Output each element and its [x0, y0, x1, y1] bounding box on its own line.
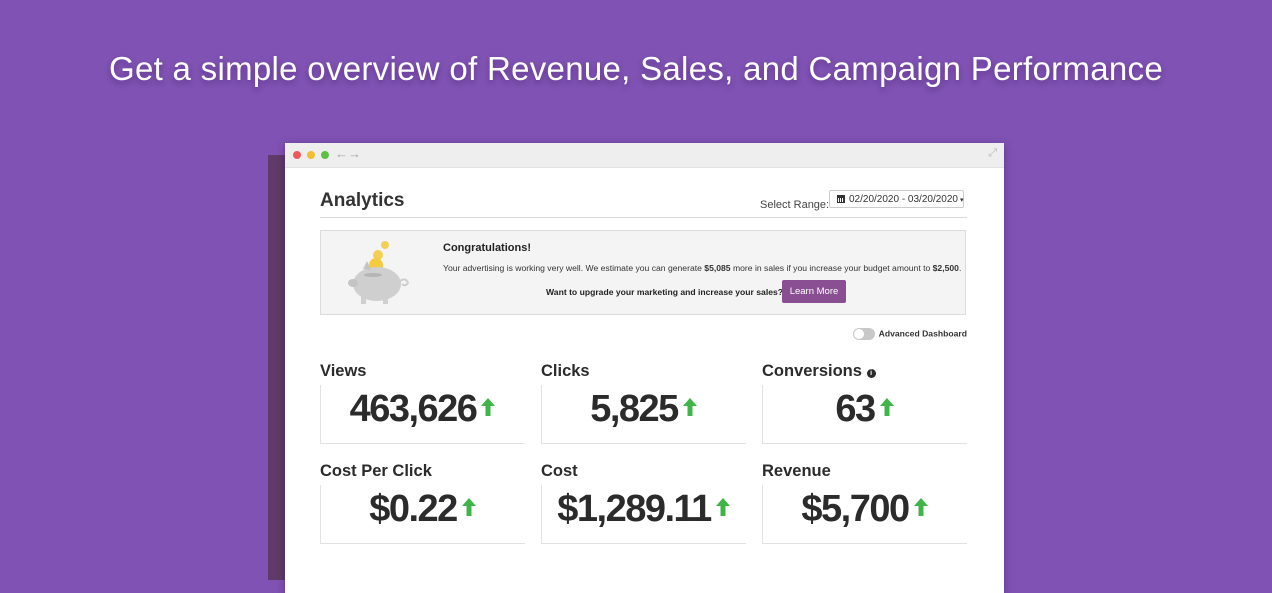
metric-cost-per-click: Cost Per Click $0.22 [320, 462, 525, 544]
congratulations-banner: Congratulations! Your advertising is wor… [320, 230, 966, 315]
browser-window: ← → ⤢ Analytics Select Range: 02/20/2020… [285, 143, 1004, 593]
upgrade-prompt: Want to upgrade your marketing and incre… [546, 287, 784, 297]
metric-value: 463,626 [349, 388, 478, 430]
notice-title: Congratulations! [443, 242, 531, 254]
close-window-dot[interactable] [293, 151, 301, 159]
calendar-icon [837, 195, 845, 203]
expand-icon[interactable]: ⤢ [988, 147, 997, 159]
metric-label: Cost Per Click [320, 462, 432, 480]
metric-card: $1,289.11 [541, 485, 746, 544]
metric-label: Clicks [541, 362, 590, 380]
metric-views: Views 463,626 [320, 362, 525, 444]
arrow-right-icon[interactable]: → [348, 146, 361, 161]
metric-revenue: Revenue $5,700 [762, 462, 967, 544]
notice-message-prefix: Your advertising is working very well. W… [443, 263, 705, 273]
metric-card: 5,825 [541, 385, 746, 444]
piggy-bank-icon [348, 241, 410, 304]
metric-value: $5,700 [801, 488, 910, 530]
page-title: Analytics [320, 190, 405, 211]
up-arrow-icon [461, 498, 476, 516]
info-icon[interactable]: i [866, 369, 876, 378]
metric-cost: Cost $1,289.11 [541, 462, 746, 544]
date-range-picker[interactable]: 02/20/2020 - 03/20/2020 ▾ [829, 190, 964, 208]
notice-message-middle: more in sales if you increase your budge… [730, 263, 933, 273]
advanced-dashboard-toggle[interactable] [852, 328, 875, 340]
range-label: Select Range: [760, 199, 830, 211]
chevron-down-icon: ▾ [959, 197, 964, 204]
metric-label: Revenue [762, 462, 831, 480]
metric-clicks: Clicks 5,825 [541, 362, 746, 444]
metric-value: 5,825 [590, 388, 679, 430]
minimize-window-dot[interactable] [307, 151, 315, 159]
estimated-sales-amount: $5,085 [704, 263, 731, 273]
metric-label: Cost [541, 462, 578, 480]
metric-label: Conversions i [762, 362, 967, 382]
browser-titlebar: ← → ⤢ [285, 143, 1004, 168]
notice-message-suffix: . [958, 263, 962, 273]
budget-amount: $2,500 [932, 263, 959, 273]
analytics-header: Analytics Select Range: 02/20/2020 - 03/… [320, 168, 967, 218]
metric-card: 463,626 [320, 385, 525, 444]
arrow-left-icon[interactable]: ← [335, 146, 348, 161]
metric-value: 63 [835, 388, 876, 430]
metric-card: 63 [762, 385, 967, 444]
advanced-dashboard-row: Advanced Dashboard [852, 328, 967, 342]
up-arrow-icon [879, 398, 894, 416]
metric-label-text: Conversions [762, 362, 862, 380]
up-arrow-icon [715, 498, 730, 516]
up-arrow-icon [913, 498, 928, 516]
analytics-content: Analytics Select Range: 02/20/2020 - 03/… [320, 168, 967, 544]
metric-value: $1,289.11 [557, 488, 712, 530]
metric-card: $5,700 [762, 485, 967, 544]
metric-conversions: Conversions i 63 [762, 362, 967, 444]
advanced-dashboard-label: Advanced Dashboard [878, 328, 967, 339]
notice-message: Your advertising is working very well. W… [443, 263, 961, 273]
metric-value: $0.22 [369, 488, 458, 530]
learn-more-button[interactable]: Learn More [782, 280, 846, 303]
headline: Get a simple overview of Revenue, Sales,… [108, 50, 1164, 87]
up-arrow-icon [481, 398, 496, 416]
maximize-window-dot[interactable] [321, 151, 329, 159]
date-range-value: 02/20/2020 - 03/20/2020 [849, 194, 958, 205]
up-arrow-icon [682, 398, 697, 416]
metric-label: Views [320, 362, 367, 380]
browser-backdrop [268, 155, 288, 580]
metric-card: $0.22 [320, 485, 525, 544]
